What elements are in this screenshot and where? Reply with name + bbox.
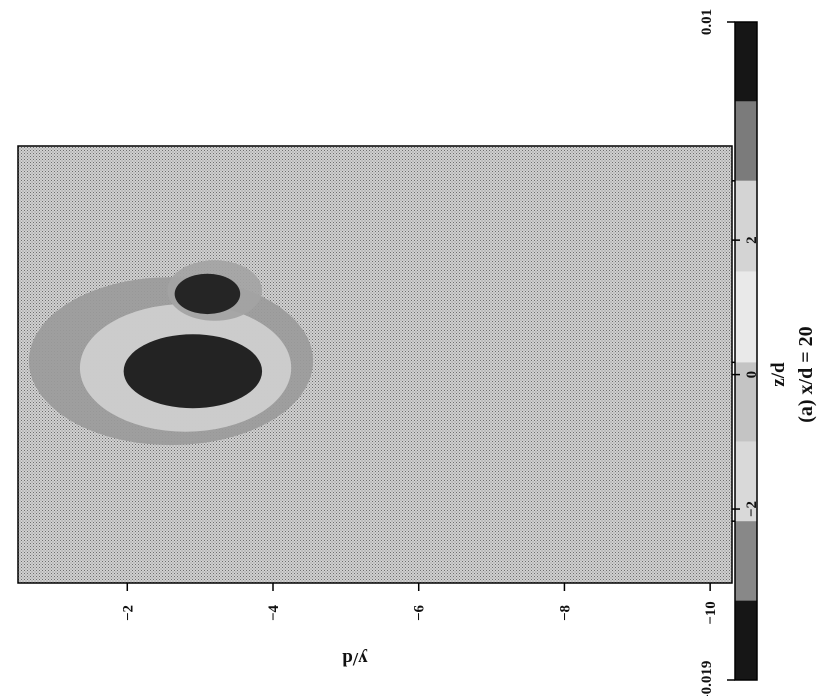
y-axis-ticks: −2 −4 −6 −8 −10 bbox=[120, 583, 719, 625]
colorbar-tick-label: 0.01 bbox=[699, 9, 715, 35]
y-tick-label: −8 bbox=[557, 605, 573, 621]
y-axis-label: y/d bbox=[342, 648, 368, 669]
contour-lower-vortex-core bbox=[174, 273, 241, 315]
figure-caption: (a) x/d = 20 bbox=[795, 326, 817, 422]
colorbar-band bbox=[735, 521, 757, 601]
x-axis-label: z/d bbox=[768, 362, 789, 387]
x-tick-label: −2 bbox=[744, 501, 760, 517]
colorbar-band bbox=[735, 271, 757, 363]
colorbar-frame bbox=[734, 21, 758, 681]
colorbar-band bbox=[735, 600, 757, 680]
contour-regions bbox=[28, 260, 314, 446]
colorbar-band bbox=[735, 101, 757, 181]
contour-upper-vortex-core bbox=[123, 334, 263, 409]
colorbar-tick-label: -0.019 bbox=[699, 661, 715, 696]
colorbar-band bbox=[735, 180, 757, 272]
y-tick-label: −10 bbox=[703, 601, 719, 625]
colorbar-band bbox=[735, 22, 757, 102]
y-tick-label: −4 bbox=[266, 604, 282, 621]
plot-frame bbox=[17, 145, 733, 584]
plot-area: 2 0 −2 −2 −4 −6 −8 −10 bbox=[17, 145, 760, 625]
x-axis-ticks: 2 0 −2 bbox=[732, 236, 760, 517]
colorbar-band bbox=[735, 441, 757, 522]
y-tick-label: −6 bbox=[412, 604, 428, 621]
x-tick-label: 2 bbox=[744, 236, 760, 244]
colorbar-bands bbox=[735, 22, 757, 680]
x-tick-label: 0 bbox=[744, 371, 760, 379]
y-tick-label: −2 bbox=[120, 605, 136, 621]
colorbar-band bbox=[735, 362, 757, 442]
